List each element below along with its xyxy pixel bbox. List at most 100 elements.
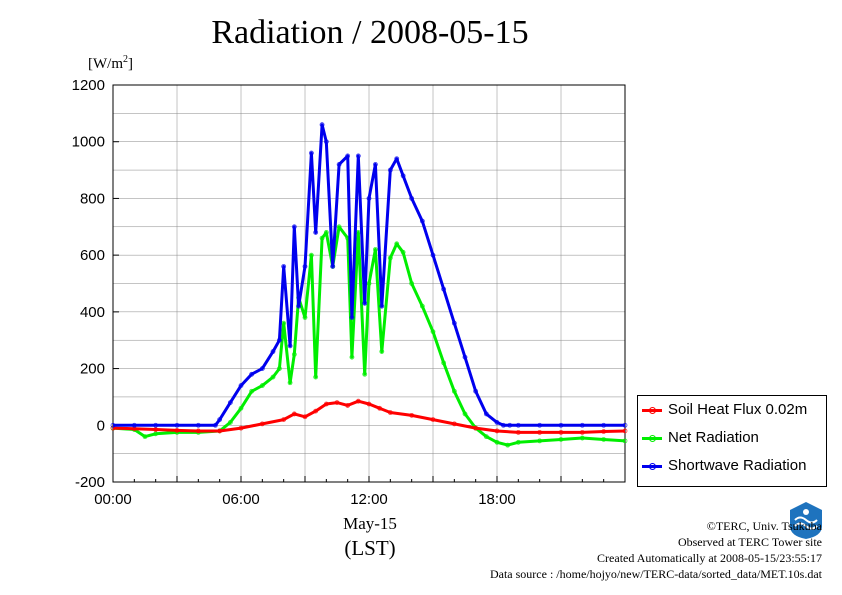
data-point [313,230,319,235]
terc-logo-icon [790,502,822,539]
legend-label: Shortwave Radiation [668,457,807,474]
data-point [249,388,255,394]
unit-sup: 2 [123,54,128,65]
data-point [579,429,585,435]
data-point [217,428,223,434]
data-point [558,429,564,435]
legend-swatch [642,463,662,470]
data-point [110,422,116,428]
data-point [622,422,628,428]
data-point [174,422,180,428]
data-point [400,173,406,179]
data-point [409,196,415,201]
series-group [110,122,628,448]
data-point [558,437,564,442]
data-point [366,401,372,407]
data-point [409,281,415,286]
data-point [441,360,447,366]
data-point [362,371,368,377]
y-axis: -200 0 200 400 600 800 1000 1200 [72,77,119,491]
data-point [394,156,400,162]
chart-title: Radiation / 2008-05-15 [211,14,529,51]
data-point [515,429,521,435]
data-point [494,428,500,434]
legend-item-shortwave-radiation: Shortwave Radiation [638,455,824,479]
data-point [153,422,159,428]
data-point [276,366,282,371]
credits: ©TERC, Univ. Tsukuba Observed at TERC To… [490,518,822,582]
data-point [366,196,372,201]
data-point [462,354,468,360]
data-point [483,434,489,440]
legend-item-net-radiation: Net Radiation [638,427,824,451]
series-line [112,399,626,434]
data-point [259,366,265,371]
unit-text: [W/m [88,56,123,72]
credit-source: Data source : /home/hojyo/new/TERC-data/… [489,567,822,581]
data-point [281,417,287,423]
data-point [195,428,201,434]
data-point [323,230,329,235]
data-point [394,241,400,247]
y-tick-label: 800 [80,190,105,207]
data-point [212,422,218,428]
credit-created: Created Automatically at 2008-05-15/23:5… [597,551,822,565]
data-point [494,439,500,445]
data-point [372,247,378,252]
data-point [287,380,293,386]
data-point [323,139,329,145]
data-point [387,255,393,261]
data-point [291,351,297,357]
legend-label: Net Radiation [668,429,759,446]
data-point [483,411,489,417]
legend-label: Soil Heat Flux 0.02m [668,401,808,418]
data-point [336,161,342,167]
credit-site: Observed at TERC Tower site [677,535,822,549]
data-point [379,303,385,309]
data-point [291,224,297,230]
data-point [379,349,385,354]
data-point [174,427,180,433]
data-point [302,264,308,269]
data-point [313,408,319,414]
data-point [349,354,355,360]
data-point [409,412,415,418]
data-point [217,417,223,423]
data-point [249,371,255,377]
data-point [515,439,521,445]
data-point [430,417,436,423]
data-point [345,153,351,159]
legend: Soil Heat Flux 0.02m Net Radiation Short… [637,395,827,487]
data-point [451,388,457,394]
data-point [319,235,325,241]
data-point [227,400,233,406]
x-axis-label: (LST) [344,536,396,560]
data-point [238,405,244,411]
data-point [345,403,351,408]
data-point [308,150,314,156]
data-point [313,374,319,380]
data-point [336,224,342,230]
data-point [296,303,302,309]
data-point [302,414,308,420]
data-point [537,422,543,428]
data-point [558,422,564,428]
data-point [281,264,287,269]
series-soil-heat-flux-0-02m [110,398,628,435]
data-point [308,252,314,258]
data-point [238,383,244,388]
x-axis: 00:00 06:00 12:00 18:00 [94,476,626,508]
y-tick-label: 400 [80,304,105,321]
data-point [131,422,137,428]
data-point [622,428,628,434]
data-point [355,153,361,159]
data-point [270,374,276,380]
data-point [291,411,297,417]
data-point [287,343,293,349]
data-point [372,161,378,167]
data-point [319,122,325,128]
data-point [195,422,201,428]
y-axis-unit: [W/m2] [88,54,133,73]
data-point [451,320,457,326]
